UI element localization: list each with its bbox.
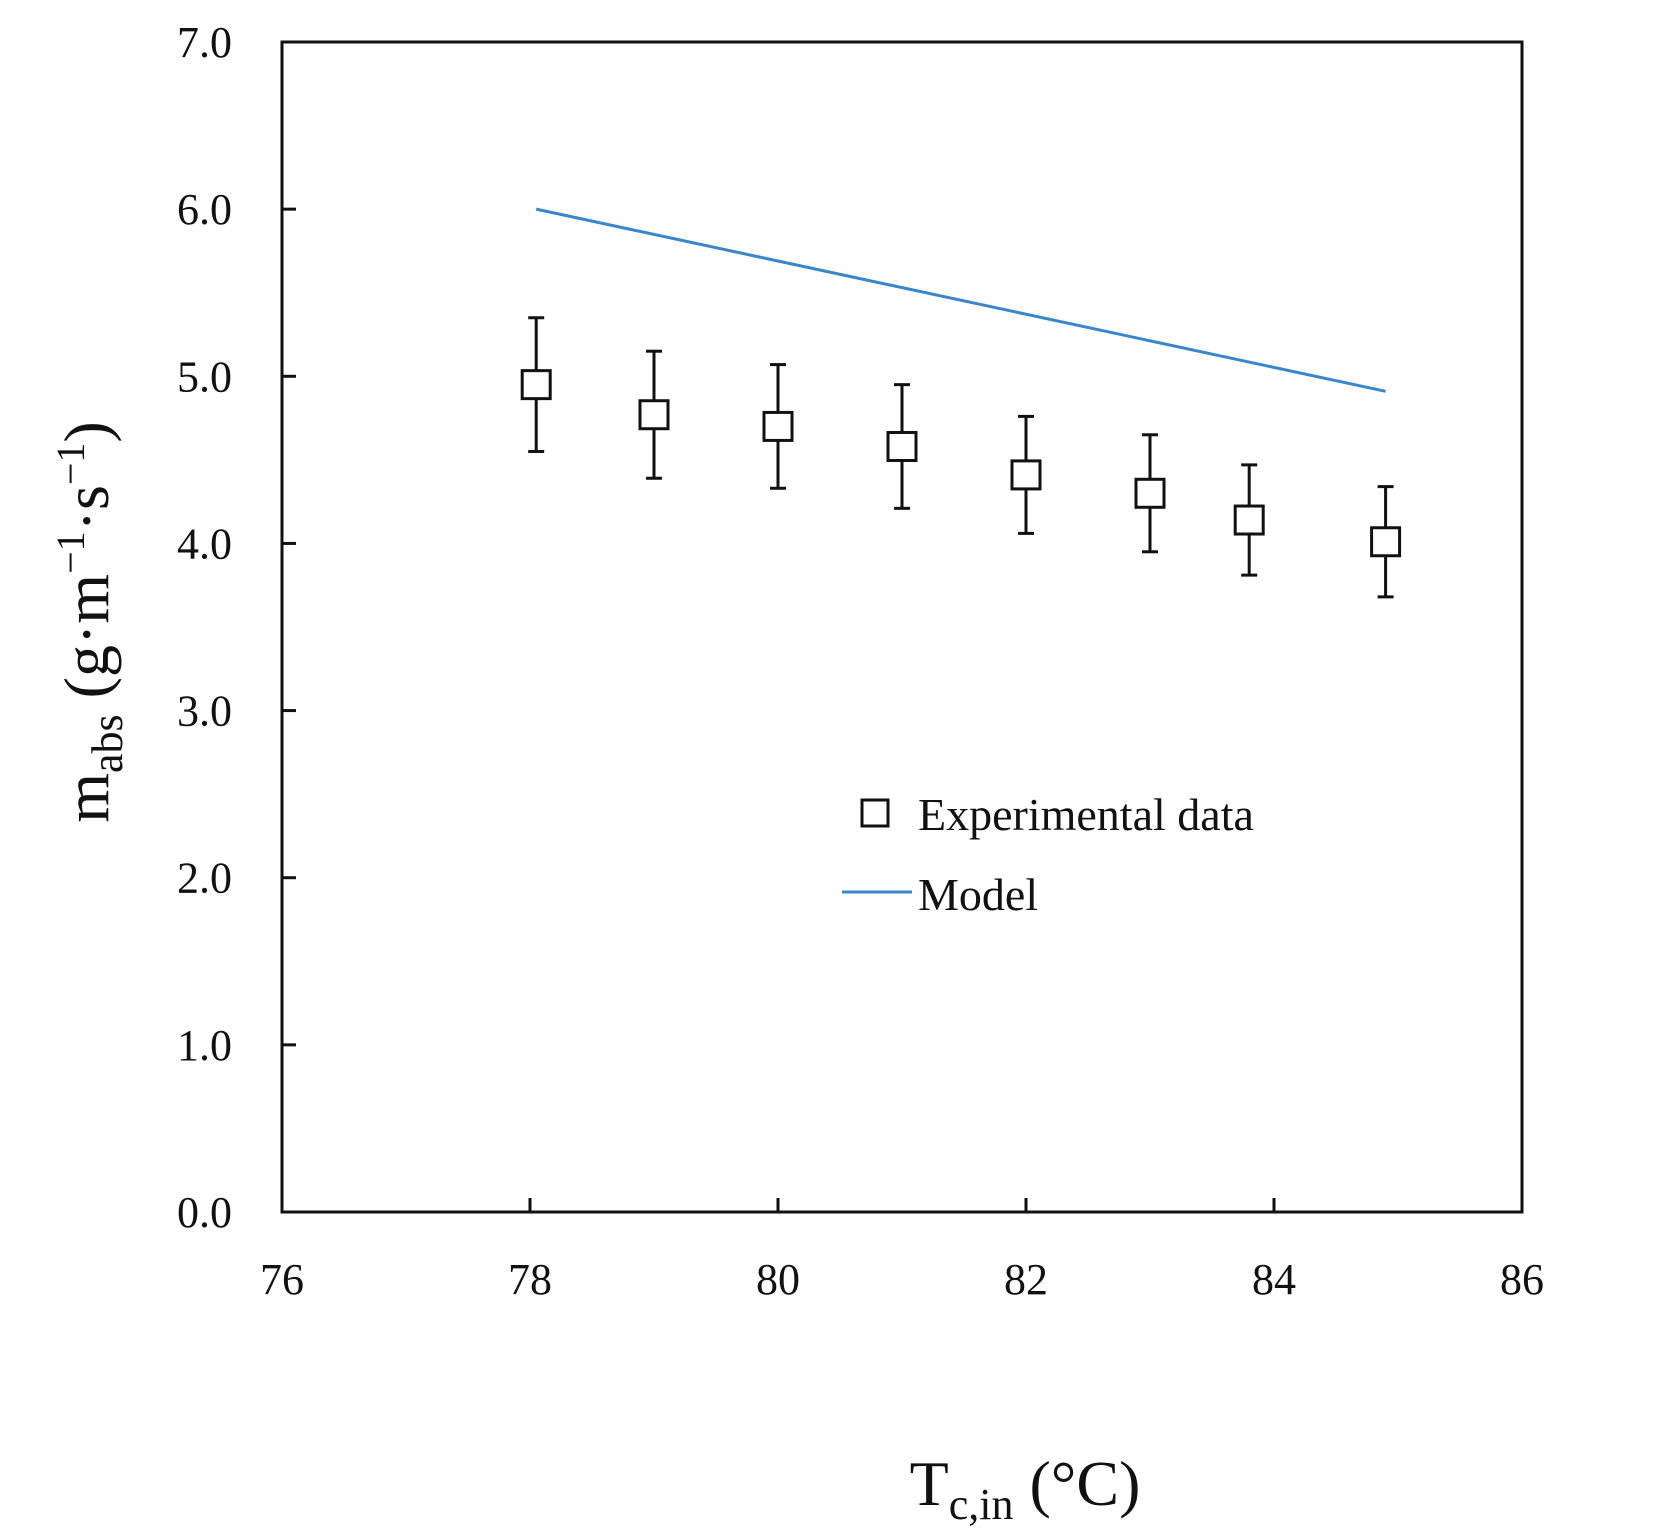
- data-point: [762, 363, 794, 490]
- model-line: [535, 207, 1386, 393]
- y-tick-label: 4.0: [177, 519, 232, 568]
- data-point: [1233, 463, 1265, 577]
- data-point: [886, 383, 918, 510]
- x-tick-label: 82: [1004, 1255, 1048, 1304]
- data-point: [1370, 485, 1402, 599]
- x-label-unit: (°C): [1013, 1448, 1140, 1519]
- x-label-sub: c,in: [949, 1480, 1014, 1529]
- x-label-main: T: [910, 1448, 949, 1519]
- legend-experimental-label: Experimental data: [918, 789, 1254, 840]
- square-marker: [1010, 459, 1042, 491]
- y-tick-label: 6.0: [177, 185, 232, 234]
- data-point: [1134, 433, 1166, 554]
- y-label-sub: abs: [83, 714, 132, 773]
- legend-experimental-marker: [860, 798, 890, 828]
- data-point: [520, 316, 552, 453]
- y-label-main: m: [51, 773, 122, 823]
- square-marker: [520, 369, 552, 401]
- y-label-mid: ·s: [51, 485, 122, 531]
- y-tick-label: 3.0: [177, 687, 232, 736]
- square-marker: [762, 410, 794, 442]
- data-point: [638, 349, 670, 480]
- x-tick-label: 80: [756, 1255, 800, 1304]
- x-axis-ticks: 76 78 80 82 84 86: [260, 1198, 1544, 1304]
- x-tick-label: 84: [1252, 1255, 1296, 1304]
- y-label-exp1: −1: [48, 531, 93, 574]
- y-tick-label: 1.0: [177, 1021, 232, 1070]
- model-series: [535, 207, 1386, 393]
- x-tick-label: 78: [508, 1255, 552, 1304]
- y-tick-label: 5.0: [177, 352, 232, 401]
- y-tick-label: 2.0: [177, 854, 232, 903]
- square-marker: [1134, 477, 1166, 509]
- y-tick-label: 0.0: [177, 1188, 232, 1237]
- y-label-unit: (g·m: [51, 574, 122, 714]
- legend: Experimental data Model: [842, 789, 1254, 920]
- y-label-exp2: −1: [48, 443, 93, 486]
- square-marker: [886, 430, 918, 462]
- square-marker: [638, 399, 670, 431]
- y-axis-label: mabs (g·m−1·s−1): [48, 421, 132, 823]
- experimental-series: [520, 316, 1402, 599]
- x-axis-label: Tc,in (°C): [910, 1448, 1141, 1529]
- plot-frame: [280, 40, 1524, 1214]
- data-point: [1010, 414, 1042, 535]
- y-tick-label: 7.0: [177, 18, 232, 67]
- legend-model-label: Model: [918, 869, 1038, 920]
- square-marker: [1370, 526, 1402, 558]
- y-axis-ticks: 0.0 1.0 2.0 3.0 4.0 5.0 6.0 7.0: [177, 18, 296, 1237]
- square-marker: [1233, 504, 1265, 536]
- x-tick-label: 76: [260, 1255, 304, 1304]
- y-label-close: ): [51, 421, 122, 442]
- x-tick-label: 86: [1500, 1255, 1544, 1304]
